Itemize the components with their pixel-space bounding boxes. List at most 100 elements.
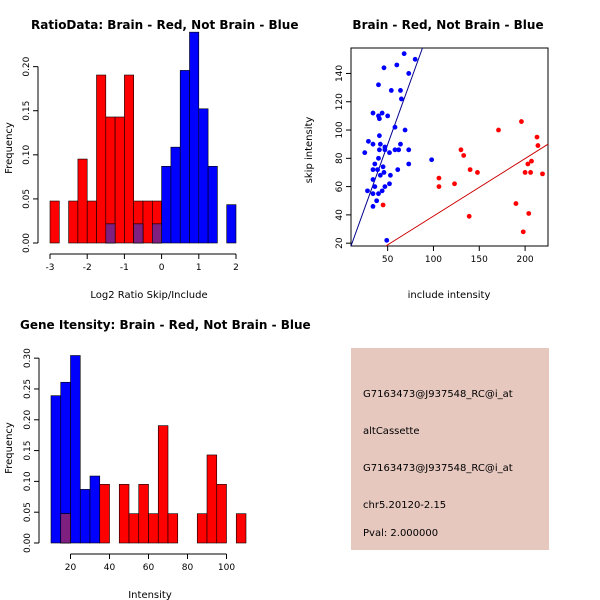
intensity-red-bar-5 [148,513,159,544]
scatter-red-point-5 [466,213,472,219]
scatter-red-point-0 [380,202,386,208]
scatter-blue-point-26 [392,147,398,153]
intensity-x-tick-label-2: 60 [143,563,155,573]
scatter-y-tick-label-3: 80 [335,152,345,164]
scatter-blue-point-46 [381,65,387,71]
scatter-blue-point-27 [396,147,402,153]
ratio-x-tick-label-3: 0 [159,263,165,273]
scatter-blue-point-20 [406,161,412,167]
scatter-blue-point-0 [384,237,390,243]
intensity-x-tick-label-0: 20 [65,563,77,573]
scatter-blue-point-10 [370,177,376,182]
intensity-red-bar-6 [157,425,169,544]
scatter-red-point-11 [519,119,524,124]
scatter-blue-point-45 [376,82,381,88]
scatter-blue-point-42 [398,96,404,102]
intensity-x-tick-label-3: 80 [182,563,194,573]
scatter-red-point-13 [522,170,528,175]
scatter-blue-point-12 [388,172,393,178]
scatter-blue-point-1 [370,204,376,209]
scatter-blue-point-30 [377,141,383,147]
ratio-red-bar-1 [68,200,79,244]
scatter-red-point-7 [467,167,473,173]
intensity-red-bar-10 [216,484,227,544]
scatter-red-point-9 [496,127,501,133]
scatter-blue-point-40 [376,113,381,119]
intensity-x-tick-label-1: 40 [104,563,116,573]
scatter-red-point-20 [540,171,545,177]
scatter-blue-point-11 [377,172,383,178]
scatter-blue-point-44 [398,88,403,93]
scatter-blue-point-14 [375,167,380,173]
scatter-blue-point-23 [362,150,368,156]
ratio-blue-bar-6 [189,31,200,244]
ratio-x-tick-label-5: 2 [233,263,239,273]
ratio-x-tick-label-0: -3 [46,263,55,273]
intensity-blue-bar-3 [79,489,91,544]
ratio-blue-bar-7 [198,108,209,244]
scatter-blue-point-24 [377,147,382,153]
scatter-blue-point-36 [392,124,398,130]
scatter-y-tick-label-6: 140 [335,65,345,82]
info-probe-id: G7163473@J937548_RC@i_at [363,389,513,400]
scatter-blue-point-19 [376,155,381,161]
intensity-overlap-bar-15 [60,513,71,544]
scatter-blue-point-8 [372,184,378,190]
scatter-blue-point-3 [370,191,376,197]
scatter-y-tick-label-0: 20 [335,237,345,249]
ratio-overlap-bar--0.25 [152,223,162,244]
intensity-red-bar-2 [118,484,130,544]
ratio-overlap-bar--0.75 [133,223,144,244]
intensity-blue-bar-2 [70,355,81,544]
ratio-red-bar-3 [86,200,97,244]
intensity-blue-bar-4 [89,475,101,544]
scatter-red-point-1 [436,184,442,190]
ratio-x-tick-label-1: -2 [83,263,92,273]
scatter-y-tick-label-2: 60 [335,181,345,193]
scatter-blue-point-13 [370,167,376,173]
scatter-red-point-17 [529,158,534,164]
info-panel-background [351,348,549,550]
ratio-red-bar-9 [142,200,153,244]
scatter-red-point-19 [535,143,541,148]
intensity-red-bar-9 [206,454,218,544]
ratio-y-tick-label-1: 0.05 [22,189,32,209]
scatter-blue-point-49 [412,56,418,62]
scatter-blue-point-15 [381,170,387,175]
ratio-x-tick-label-4: 1 [196,263,202,273]
scatter-x-tick-label-3: 200 [516,255,533,265]
ratio-blue-bar-4 [170,146,181,244]
scatter-red-point-6 [461,153,467,158]
ratio-blue-bar-8 [207,165,218,244]
ratio-red-bar-2 [77,158,88,244]
ratio-red-bar-6 [114,116,125,244]
scatter-blue-point-7 [382,184,388,190]
scatter-chart-title: Brain - Red, Not Brain - Blue [352,18,543,32]
scatter-blue-point-39 [370,110,376,116]
ratio-red-bar-7 [124,74,135,244]
ratio-blue-bar-5 [179,70,190,244]
scatter-red-point-10 [513,201,519,206]
scatter-y-tick-label-1: 40 [335,209,345,221]
scatter-blue-point-31 [382,144,388,150]
info-pval: Pval: 2.000000 [363,528,438,539]
intensity-y-tick-label-3: 0.15 [23,441,33,461]
scatter-blue-point-28 [406,147,412,153]
scatter-red-point-15 [525,161,531,167]
ratio-chart-title: RatioData: Brain - Red, Not Brain - Blue [31,18,298,32]
ratio-blue-bar-9 [226,204,237,244]
intensity-histogram: Gene Itensity: Brain - Red, Not Brain - … [4,318,311,600]
ratio-y-label: Frequency [4,122,15,174]
ratio-y-tick-label-3: 0.15 [22,101,32,121]
scatter-red-point-3 [452,181,457,187]
scatter-blue-point-48 [406,71,412,76]
intensity-red-bar-1 [99,484,110,544]
scatter-blue-point-9 [387,181,392,187]
scatter-blue-point-33 [366,138,371,144]
intensity-y-label: Frequency [4,422,15,474]
ratio-y-tick-label-2: 0.10 [22,145,32,165]
intensity-red-bar-7 [167,513,179,544]
scatter-blue-point-21 [387,150,392,156]
scatter-y-tick-label-4: 100 [335,121,345,138]
scatter-blue-point-4 [376,191,381,197]
